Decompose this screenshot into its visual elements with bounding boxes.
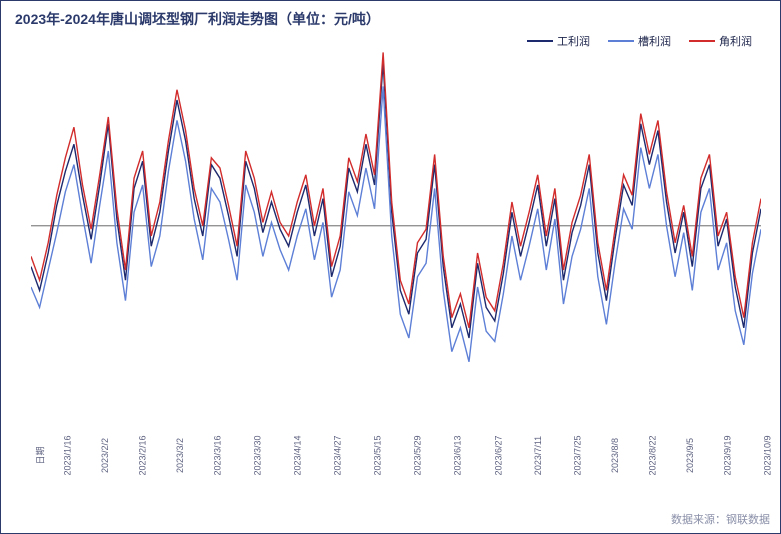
x-tick-label: 2023/1/16 [63,435,76,475]
legend-swatch [608,40,634,42]
legend-swatch [689,40,715,42]
x-tick-label: 2023/9/5 [685,438,698,473]
x-tick-label: 2023/3/30 [253,435,266,475]
x-tick-label: 2023/8/8 [610,438,623,473]
x-tick-label: 2023/2/2 [100,438,113,473]
x-axis-prefix: 日期 [34,446,47,464]
series-line [31,63,761,338]
x-tick-label: 2023/8/22 [648,435,661,475]
chart-frame: 2023年-2024年唐山调坯型钢厂利润走势图（单位：元/吨） 工利润 槽利润 角利… [0,0,781,534]
x-tick-label: 2023/4/14 [293,435,306,475]
x-axis-labels: 日期2023/1/162023/2/22023/2/162023/3/22023… [31,449,761,462]
x-tick-label: 2023/4/27 [333,435,346,475]
x-tick-label: 2023/5/15 [373,435,386,475]
x-tick-label: 2023/10/9 [763,435,776,475]
x-tick-label: 2023/6/13 [453,435,466,475]
legend-label: 工利润 [557,33,590,49]
x-tick-label: 2023/2/16 [138,435,151,475]
x-tick-label: 2023/7/25 [572,435,585,475]
data-source-credit: 数据来源：钢联数据 [671,511,770,527]
legend-item: 角利润 [689,33,752,49]
x-tick-label: 2023/6/27 [493,435,506,475]
series-line [31,86,761,361]
legend: 工利润 槽利润 角利润 [527,33,752,49]
legend-swatch [527,40,553,42]
chart-title: 2023年-2024年唐山调坯型钢厂利润走势图（单位：元/吨） [15,9,380,29]
x-tick-label: 2023/3/2 [175,438,188,473]
x-tick-label: 2023/5/29 [413,435,426,475]
legend-item: 工利润 [527,33,590,49]
x-tick-label: 2023/7/11 [533,436,546,475]
legend-item: 槽利润 [608,33,671,49]
legend-label: 槽利润 [638,33,671,49]
legend-label: 角利润 [719,33,752,49]
x-tick-label: 2023/3/16 [213,435,226,475]
plot-area [31,49,761,389]
x-tick-label: 2023/9/19 [723,435,736,475]
